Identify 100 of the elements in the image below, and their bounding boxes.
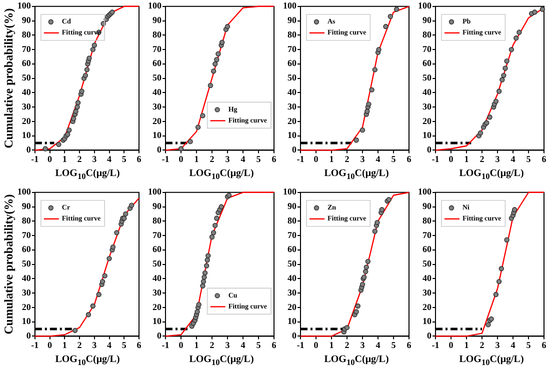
y-tick-label: 80 bbox=[22, 215, 32, 226]
x-tick-label: 6 bbox=[542, 340, 547, 350]
x-tick-label: 4 bbox=[240, 154, 246, 164]
x-tick-label: 6 bbox=[272, 154, 277, 164]
x-tick-label: -1 bbox=[432, 340, 440, 350]
y-tick-label: 100 bbox=[283, 186, 297, 197]
y-tick-label: 60 bbox=[288, 58, 297, 68]
y-tick-label: 30 bbox=[422, 287, 432, 298]
x-tick-label: 6 bbox=[136, 154, 142, 164]
x-tick-label: 1 bbox=[329, 154, 334, 164]
y-tick-label: 90 bbox=[152, 15, 162, 26]
y-tick-label: 90 bbox=[22, 201, 32, 212]
x-axis-title: LOG$_{10}$C(μg/L) bbox=[458, 353, 525, 369]
x-tick-label: 1 bbox=[464, 154, 470, 164]
y-tick-label: 10 bbox=[152, 130, 162, 140]
y-tick-label: 80 bbox=[152, 215, 162, 226]
y-tick-label: 50 bbox=[152, 72, 162, 83]
y-axis-title: Cumulative probability(%) bbox=[1, 194, 16, 334]
x-tick-label: 1 bbox=[194, 340, 200, 350]
x-tick-label: 5 bbox=[256, 340, 262, 350]
x-tick-label: 5 bbox=[526, 154, 532, 164]
y-tick-label: 10 bbox=[22, 130, 32, 140]
x-tick-label: 4 bbox=[376, 154, 381, 164]
y-tick-label: 70 bbox=[152, 44, 162, 54]
y-tick-label: 30 bbox=[422, 101, 432, 112]
x-tick-label: -1 bbox=[296, 340, 305, 350]
x-tick-label: 1 bbox=[194, 154, 200, 164]
x-tick-label: 3 bbox=[360, 154, 366, 164]
y-tick-label: 70 bbox=[422, 230, 432, 240]
y-tick-label: 50 bbox=[22, 72, 32, 83]
y-tick-label: 50 bbox=[288, 258, 297, 269]
y-tick-label: 20 bbox=[288, 116, 297, 126]
y-tick-label: 40 bbox=[422, 87, 432, 98]
y-tick-label: 10 bbox=[288, 316, 297, 326]
y-tick-label: 90 bbox=[288, 15, 297, 26]
x-tick-label: 2 bbox=[210, 154, 215, 164]
x-tick-label: 3 bbox=[92, 340, 98, 350]
x-tick-label: 4 bbox=[240, 340, 246, 350]
y-tick-label: 60 bbox=[422, 58, 432, 68]
y-tick-label: 20 bbox=[152, 302, 162, 312]
y-tick-label: 20 bbox=[288, 302, 297, 312]
y-tick-label: 10 bbox=[422, 130, 432, 140]
y-tick-label: 20 bbox=[22, 116, 32, 126]
y-tick-label: 100 bbox=[418, 0, 432, 11]
x-tick-label: 1 bbox=[464, 340, 470, 350]
y-tick-label: 20 bbox=[422, 116, 432, 126]
x-tick-label: -1 bbox=[162, 154, 170, 164]
x-axis-title: LOG$_{10}$C(μg/L) bbox=[54, 167, 121, 183]
x-tick-label: -1 bbox=[31, 154, 40, 164]
y-tick-label: 60 bbox=[22, 58, 32, 68]
x-tick-label: 6 bbox=[272, 340, 277, 350]
y-tick-label: 40 bbox=[288, 273, 297, 284]
x-axis-title: LOG$_{10}$C(μg/L) bbox=[458, 167, 525, 183]
y-tick-label: 70 bbox=[288, 230, 297, 240]
y-tick-label: 60 bbox=[152, 58, 162, 68]
y-tick-label: 60 bbox=[22, 244, 32, 254]
y-tick-label: 30 bbox=[22, 101, 32, 112]
y-tick-label: 80 bbox=[22, 29, 32, 40]
x-tick-label: 0 bbox=[314, 340, 319, 350]
y-tick-label: 50 bbox=[422, 258, 432, 269]
y-tick-label: 70 bbox=[422, 44, 432, 54]
y-tick-label: 0 bbox=[26, 330, 32, 341]
y-tick-label: 90 bbox=[422, 15, 432, 26]
y-tick-label: 10 bbox=[422, 316, 432, 326]
y-tick-label: 60 bbox=[288, 244, 297, 254]
x-tick-label: 4 bbox=[510, 154, 516, 164]
y-tick-label: 40 bbox=[22, 273, 32, 284]
x-tick-label: 0 bbox=[314, 154, 319, 164]
x-tick-label: 5 bbox=[526, 340, 532, 350]
y-tick-label: 0 bbox=[157, 330, 162, 341]
y-tick-label: 20 bbox=[152, 116, 162, 126]
y-tick-label: 30 bbox=[288, 287, 297, 298]
x-tick-label: 2 bbox=[210, 340, 215, 350]
y-tick-label: 0 bbox=[427, 330, 432, 341]
y-tick-label: 90 bbox=[22, 15, 32, 26]
y-tick-label: 70 bbox=[288, 44, 297, 54]
x-tick-label: 2 bbox=[480, 154, 485, 164]
x-tick-label: -1 bbox=[432, 154, 440, 164]
x-tick-label: 2 bbox=[77, 340, 82, 350]
y-tick-label: 100 bbox=[283, 0, 297, 11]
y-tick-label: 40 bbox=[422, 273, 432, 284]
y-tick-label: 100 bbox=[148, 0, 162, 11]
x-axis-title: LOG$_{10}$C(μg/L) bbox=[54, 353, 121, 369]
x-tick-label: 1 bbox=[62, 154, 68, 164]
y-tick-label: 40 bbox=[288, 87, 297, 98]
y-tick-label: 70 bbox=[152, 230, 162, 240]
y-tick-label: 70 bbox=[22, 230, 32, 240]
y-tick-label: 20 bbox=[22, 302, 32, 312]
x-tick-label: 2 bbox=[344, 340, 350, 350]
x-tick-label: 0 bbox=[448, 154, 454, 164]
y-tick-label: 50 bbox=[22, 258, 32, 269]
x-tick-label: 5 bbox=[391, 154, 396, 164]
y-tick-label: 10 bbox=[22, 316, 32, 326]
x-tick-label: 1 bbox=[329, 340, 334, 350]
x-axis-title: LOG$_{10}$C(μg/L) bbox=[188, 353, 255, 369]
x-tick-label: 0 bbox=[178, 340, 184, 350]
x-tick-label: 5 bbox=[391, 340, 396, 350]
x-tick-label: 5 bbox=[122, 154, 127, 164]
x-tick-label: 4 bbox=[107, 154, 112, 164]
x-tick-label: 2 bbox=[480, 340, 485, 350]
